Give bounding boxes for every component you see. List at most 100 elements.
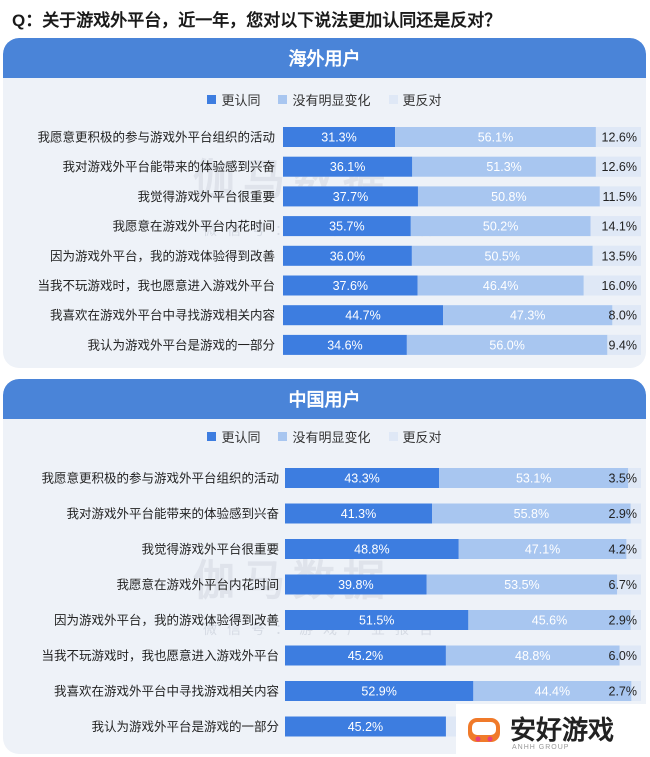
category-label: 当我不玩游戏时，我也愿意进入游戏外平台 (37, 278, 275, 293)
brand-logo: 安好游戏 ANHH GROUP (456, 704, 650, 756)
category-label: 我认为游戏外平台是游戏的一部分 (91, 719, 279, 734)
bar-segment-agree (285, 681, 474, 701)
legend-label: 更认同 (221, 430, 261, 445)
bar-segment-agree (285, 716, 446, 737)
data-label: 50.5% (485, 249, 520, 263)
bar-segment-neutral (411, 245, 593, 266)
legend-swatch-oppose (388, 95, 398, 104)
data-label: 53.5% (504, 578, 539, 592)
data-label: 47.3% (510, 309, 545, 323)
data-label: 6.0% (609, 649, 638, 663)
legend-label: 更认同 (221, 93, 261, 108)
data-label: 43.3% (344, 472, 379, 486)
overseas-panel: 海外用户 更认同 没有明显变化 更反对 伽马数据 微信号：游戏产业报告 我愿意更… (3, 38, 646, 368)
bar-segment-oppose (583, 275, 641, 296)
category-label: 我喜欢在游戏外平台中寻找游戏相关内容 (50, 308, 275, 323)
china-chart: 我愿意更积极的参与游戏外平台组织的活动 43.3% 53.1% 3.5% 我对游戏外平台… (41, 468, 642, 737)
bar-segment-neutral (406, 334, 608, 355)
bar-segment-agree (283, 305, 444, 326)
bar-segment-agree (283, 127, 396, 147)
category-label: 我觉得游戏外平台很重要 (141, 542, 279, 557)
legend-item-agree: 更认同 (207, 427, 260, 446)
legend-item-neutral: 没有明显变化 (278, 427, 371, 446)
bar-segment-agree (285, 610, 469, 630)
data-label: 31.3% (321, 131, 356, 145)
legend-swatch-agree (207, 95, 217, 104)
bar-segment-oppose (626, 539, 642, 559)
data-label: 16.0% (602, 279, 637, 293)
data-label: 45.2% (348, 720, 383, 734)
bar-segment-neutral (395, 127, 596, 147)
data-label: 36.0% (330, 249, 365, 263)
bar-segment-neutral (473, 681, 632, 701)
category-label: 我对游戏外平台能带来的体验感到兴奋 (62, 159, 275, 174)
data-label: 45.2% (348, 649, 383, 663)
bar-segment-oppose (630, 610, 641, 630)
china-panel: 中国用户 更认同 没有明显变化 更反对 伽马数据 微信号：游戏产业报告 我愿意更… (3, 379, 646, 754)
bar-segment-oppose (631, 681, 641, 701)
bar-segment-agree (283, 334, 407, 355)
bar-segment-neutral (439, 468, 629, 488)
data-label: 50.8% (491, 190, 526, 204)
category-label: 因为游戏外平台，我的游戏体验得到改善 (50, 248, 275, 263)
gamepad-icon (468, 718, 500, 742)
legend-swatch-neutral (278, 95, 288, 104)
data-label: 37.7% (333, 190, 368, 204)
data-label: 47.1% (525, 543, 560, 557)
data-label: 44.7% (345, 309, 380, 323)
legend-label: 没有明显变化 (292, 93, 371, 108)
bar-segment-oppose (617, 574, 641, 595)
data-label: 4.2% (609, 543, 638, 557)
data-label: 8.0% (609, 309, 638, 323)
bar-segment-agree (285, 574, 427, 595)
panel-title: 海外用户 (3, 38, 646, 78)
data-label: 2.9% (609, 507, 638, 521)
data-label: 3.5% (609, 472, 638, 486)
data-label: 45.6% (532, 614, 567, 628)
bar-segment-neutral (412, 156, 596, 177)
bar-segment-agree (285, 468, 440, 488)
bar-segment-agree (283, 186, 418, 207)
bar-segment-agree (285, 503, 433, 524)
data-label: 12.6% (602, 131, 637, 145)
bar-segment-neutral (458, 539, 627, 559)
legend-item-oppose: 更反对 (388, 427, 442, 446)
legend-swatch-neutral (278, 432, 288, 441)
data-label: 14.1% (602, 220, 637, 234)
data-label: 46.4% (483, 279, 518, 293)
data-label: 39.8% (338, 578, 373, 592)
category-label: 我愿意在游戏外平台内花时间 (112, 219, 275, 234)
data-label: 11.5% (602, 190, 637, 204)
bar-segment-oppose (612, 305, 641, 326)
data-label: 6.7% (609, 578, 638, 592)
data-label: 56.0% (489, 338, 524, 352)
data-label: 41.3% (341, 507, 376, 521)
data-label: 53.1% (516, 472, 551, 486)
bar-segment-agree (283, 245, 412, 266)
overseas-chart: 我愿意更积极的参与游戏外平台组织的活动 31.3% 56.1% 12.6% 我对游戏外平… (37, 127, 641, 355)
bar-segment-oppose (607, 334, 641, 355)
legend-swatch-oppose (388, 432, 398, 441)
legend-swatch-agree (207, 432, 217, 441)
legend: 更认同 没有明显变化 更反对 (3, 427, 646, 446)
bar-segment-oppose (595, 156, 641, 177)
data-label: 56.1% (478, 131, 513, 145)
bar-segment-oppose (592, 245, 641, 266)
legend-item-neutral: 没有明显变化 (278, 90, 371, 109)
legend: 更认同 没有明显变化 更反对 (3, 90, 646, 109)
bar-segment-agree (285, 539, 459, 559)
bar-segment-oppose (599, 186, 641, 207)
legend-label: 更反对 (402, 93, 442, 108)
panel-title: 中国用户 (3, 379, 646, 419)
data-label: 44.4% (535, 685, 570, 699)
bar-segment-agree (283, 216, 411, 237)
data-label: 9.4% (609, 338, 638, 352)
bar-segment-agree (285, 645, 446, 666)
logo-text: 安好游戏 (510, 715, 615, 745)
data-label: 2.7% (609, 685, 638, 699)
data-label: 35.7% (329, 220, 364, 234)
bar-segment-neutral (443, 305, 613, 326)
data-label: 12.6% (602, 160, 637, 174)
bar-segment-oppose (628, 468, 641, 488)
data-label: 13.5% (602, 249, 637, 263)
